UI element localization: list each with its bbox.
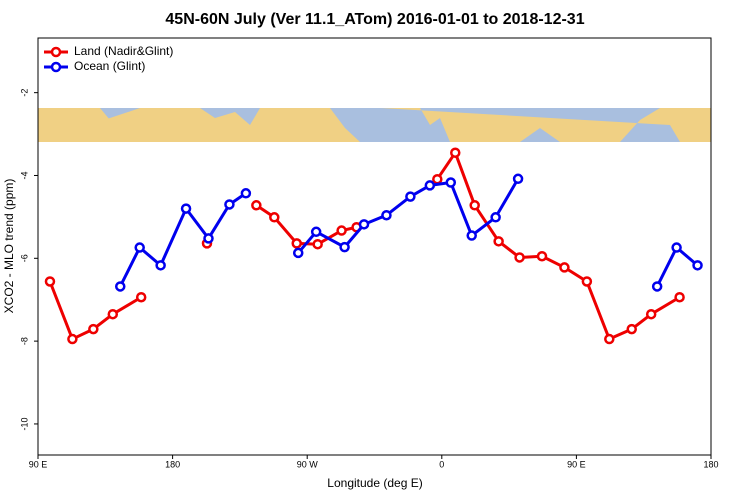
legend-marker [50, 46, 62, 58]
legend-label: Land (Nadir&Glint) [74, 44, 173, 58]
data-point [292, 247, 304, 259]
data-point [310, 226, 322, 238]
data-point [291, 238, 302, 249]
y-tick-label: -6 [19, 254, 29, 262]
data-point [514, 252, 525, 263]
data-point [651, 281, 663, 292]
data-point [224, 199, 235, 210]
data-point [424, 180, 436, 191]
y-tick-label: -4 [19, 171, 29, 179]
data-point [358, 219, 370, 230]
y-axis-label: XCO2 - MLO trend (ppm) [2, 179, 16, 314]
data-point [450, 147, 461, 158]
data-point [469, 200, 480, 211]
data-point [251, 200, 262, 211]
x-tick-label: 90 E [29, 459, 48, 469]
y-tick-label: -2 [19, 89, 29, 97]
x-tick-label: 90 W [297, 459, 319, 469]
data-point [381, 209, 392, 221]
data-point [203, 233, 214, 244]
data-point [405, 191, 416, 202]
data-point [135, 291, 147, 303]
data-point [512, 173, 524, 185]
x-tick-label: 90 E [567, 459, 586, 469]
data-point [671, 242, 682, 253]
legend-marker [50, 61, 62, 73]
map-strip [38, 108, 711, 142]
data-point [559, 262, 570, 273]
data-point [180, 203, 192, 214]
y-tick-label: -8 [19, 337, 29, 345]
data-point [240, 188, 252, 199]
data-point [67, 333, 78, 345]
data-point [674, 291, 685, 303]
data-point [581, 276, 593, 287]
x-tick-label: 0 [439, 459, 444, 469]
data-point [536, 250, 548, 262]
data-point [604, 333, 615, 345]
data-point [445, 177, 457, 188]
x-axis-label: Longitude (deg E) [327, 476, 422, 490]
data-point [692, 260, 703, 271]
legend-label: Ocean (Glint) [74, 59, 145, 73]
plot-data [44, 147, 703, 345]
data-point [312, 238, 323, 250]
x-tick-label: 180 [703, 459, 718, 469]
data-point [107, 308, 119, 320]
data-point [155, 260, 166, 271]
data-point [493, 236, 504, 247]
chart-title: 45N-60N July (Ver 11.1_ATom) 2016-01-01 … [165, 11, 584, 28]
x-tick-label: 180 [165, 459, 180, 469]
y-tick-label: -10 [19, 417, 29, 430]
data-point [645, 308, 657, 320]
data-point [466, 230, 477, 241]
data-point [88, 323, 99, 335]
data-point [115, 281, 126, 292]
data-point [134, 242, 145, 253]
plot-frame [37, 37, 712, 456]
data-point [432, 173, 443, 185]
data-point [490, 212, 501, 223]
data-point [44, 276, 56, 287]
data-point [626, 323, 637, 335]
data-point [339, 241, 350, 253]
data-point [269, 212, 280, 223]
data-point [336, 225, 347, 236]
